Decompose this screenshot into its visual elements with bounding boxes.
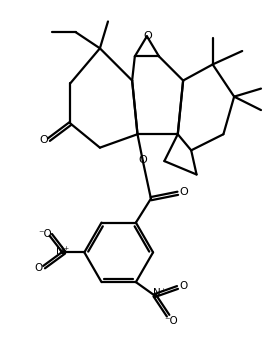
Text: N⁺: N⁺ xyxy=(153,288,167,298)
Text: O: O xyxy=(143,31,152,41)
Text: O: O xyxy=(40,135,48,144)
Text: O: O xyxy=(179,281,188,291)
Text: ⁻O: ⁻O xyxy=(164,315,178,326)
Text: O: O xyxy=(34,263,42,274)
Text: N⁺: N⁺ xyxy=(56,246,70,256)
Text: ⁻O: ⁻O xyxy=(38,229,52,239)
Text: O: O xyxy=(139,155,147,165)
Text: O: O xyxy=(179,187,188,197)
